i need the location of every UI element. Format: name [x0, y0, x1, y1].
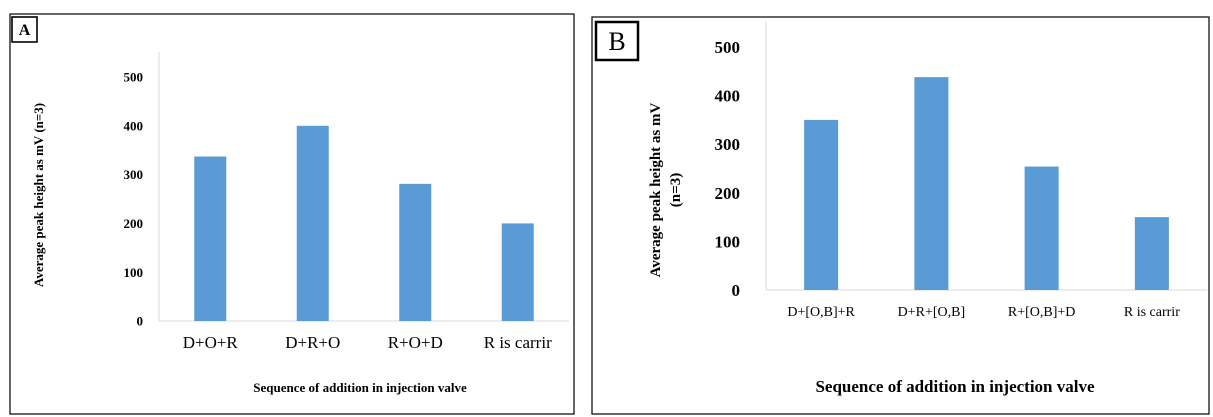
chart-panel-b: B 0 100 200 300 400 500 D+[O,B]+R D+R+[O,B] R+[O… [591, 16, 1210, 415]
x-tick-label-a: D+O+R [183, 333, 239, 352]
panel-a-label: A [19, 22, 31, 39]
y-tick-label-b: 200 [715, 184, 741, 203]
y-axis-label-a: Average peak height as mV (n=3) [31, 103, 46, 287]
y-tick-label-a: 100 [124, 265, 144, 280]
y-tick-label-b: 300 [715, 135, 741, 154]
bar-b [914, 77, 949, 290]
y-tick-label-a: 200 [124, 216, 144, 231]
panel-a-frame [9, 13, 575, 415]
y-tick-label-b: 0 [732, 281, 741, 300]
y-axis-label-b-line1: Average peak height as mV [648, 102, 664, 277]
bar-b [1134, 217, 1169, 290]
panel-b-frame [591, 16, 1210, 415]
x-tick-label-b: D+[O,B]+R [787, 305, 855, 320]
x-tick-label-a: R is carrir [484, 333, 552, 352]
panel-b-label: B [608, 27, 625, 56]
x-axis-label-a: Sequence of addition in injection valve [253, 380, 467, 395]
chart-panel-a: A 0 100 200 300 400 500 D+O+R D+R+O R+O+D R is ca… [9, 13, 575, 415]
x-tick-label-b: D+R+[O,B] [898, 305, 966, 320]
x-tick-label-b: R+[O,B]+D [1008, 305, 1076, 320]
y-tick-label-a: 0 [137, 314, 144, 329]
bar-b [1024, 166, 1059, 290]
bar-a [296, 125, 329, 321]
y-tick-label-b: 100 [715, 232, 741, 251]
y-tick-label-a: 300 [124, 167, 144, 182]
panel-b-label-box [594, 20, 640, 62]
plot-area-a: 0 100 200 300 400 500 D+O+R D+R+O R+O+D R is carr… [124, 52, 569, 352]
bar-b [804, 119, 839, 291]
y-tick-label-a: 400 [124, 118, 144, 133]
y-tick-label-b: 500 [715, 38, 741, 57]
bar-a [399, 183, 432, 321]
x-tick-label-a: R+O+D [388, 333, 443, 352]
bar-a [194, 156, 227, 321]
x-axis-label-b: Sequence of addition in injection valve [815, 377, 1095, 396]
panel-a-label-box [11, 16, 38, 43]
x-tick-label-a: D+R+O [285, 333, 340, 352]
x-tick-label-b: R is carrir [1124, 305, 1180, 320]
y-tick-label-b: 400 [715, 87, 741, 106]
plot-area-b: 0 100 200 300 400 500 D+[O,B]+R D+R+[O,B] R+[O,B… [715, 22, 1207, 320]
bar-a [501, 223, 534, 321]
y-axis-label-b-line2: (n=3) [668, 173, 684, 207]
y-tick-label-a: 500 [124, 70, 144, 85]
